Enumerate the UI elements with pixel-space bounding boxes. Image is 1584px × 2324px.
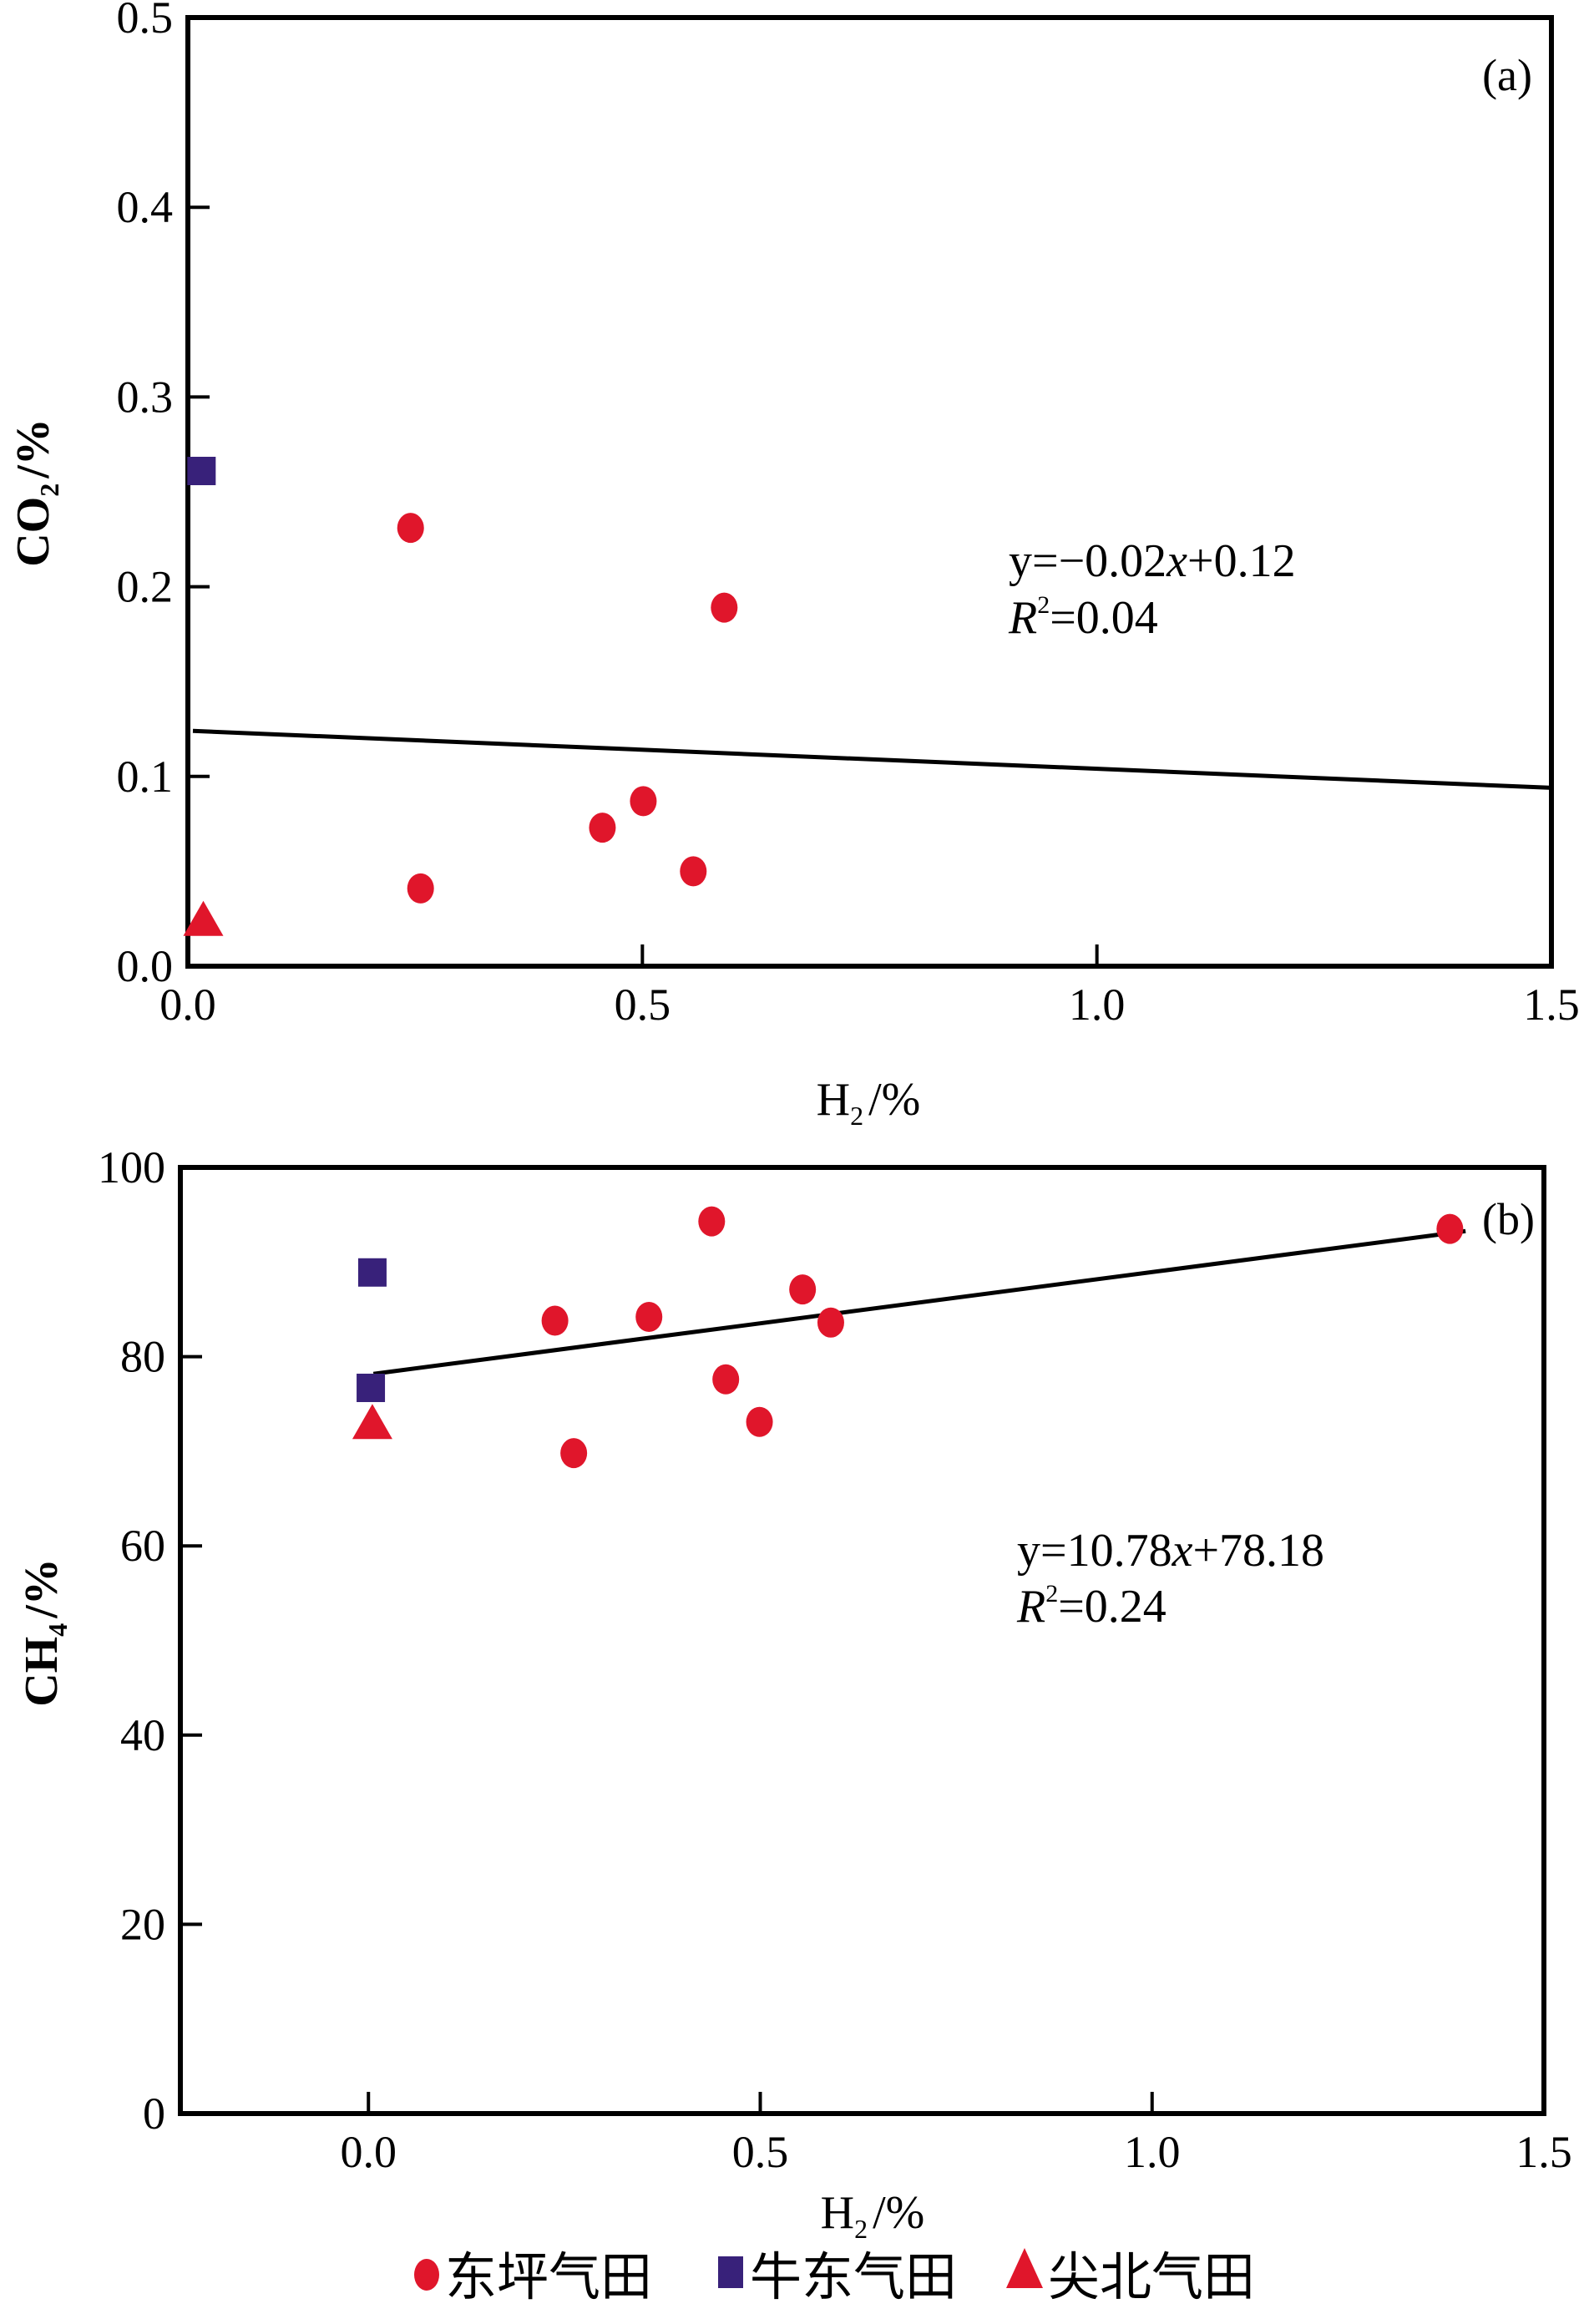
panel-b-label: (b) bbox=[1482, 1194, 1535, 1244]
legend-label: 尖北气田 bbox=[1048, 2246, 1255, 2307]
y-tick-label: 0.5 bbox=[117, 0, 174, 43]
panel-b-r2-var: R bbox=[1016, 1581, 1045, 1633]
panel-a-equation: y=−0.02x+0.12 bbox=[1009, 535, 1296, 587]
panel-a-y-ticks: 0.0 0.1 0.2 0.3 0.4 0.5 bbox=[117, 0, 210, 991]
panel-b-r2: R2=0.24 bbox=[1016, 1580, 1166, 1633]
panel-a-trendline-group bbox=[192, 728, 1552, 790]
panel-b-plot-frame bbox=[178, 1165, 1546, 2116]
panel-b-trendline-group bbox=[372, 1228, 1466, 1376]
x-tick-label: 1.0 bbox=[1124, 2127, 1181, 2177]
trendline bbox=[372, 1228, 1466, 1376]
y-tick-label: 0.3 bbox=[117, 372, 174, 422]
point-circle-东坪气田 bbox=[635, 1302, 663, 1333]
y-tick-label: 40 bbox=[120, 1710, 165, 1760]
y-tick-label: 80 bbox=[120, 1332, 165, 1382]
panel-a-x-axis-label: H2/% bbox=[817, 1074, 921, 1131]
panel-b-points bbox=[352, 1206, 1464, 1469]
panel-a-points bbox=[183, 457, 738, 936]
y-tick-label: 20 bbox=[120, 1899, 165, 1949]
point-triangle-尖北气田 bbox=[352, 1404, 392, 1440]
panel-a-ylabel-sub: 2 bbox=[34, 484, 64, 497]
x-tick-label: 0.0 bbox=[340, 2127, 397, 2177]
x-tick-label: 0.0 bbox=[159, 980, 216, 1030]
point-circle-东坪气田 bbox=[560, 1438, 588, 1469]
point-square-牛东气田 bbox=[357, 1373, 386, 1402]
legend-circle-icon bbox=[414, 2259, 439, 2291]
panel-b-equation: y=10.78x+78.18 bbox=[1017, 1525, 1324, 1577]
panel-b-eq-suffix: +78.18 bbox=[1192, 1525, 1324, 1577]
x-tick-label: 1.0 bbox=[1069, 980, 1126, 1030]
legend-item: 东坪气田 bbox=[414, 2246, 652, 2307]
point-square-牛东气田 bbox=[187, 457, 216, 486]
point-circle-东坪气田 bbox=[712, 1364, 740, 1395]
panel-b-ylabel-unit: /% bbox=[16, 1558, 68, 1619]
trendline bbox=[192, 728, 1552, 790]
panel-a-r2-var: R bbox=[1008, 592, 1037, 644]
panel-a-co2-vs-h2: 0.0 0.5 1.0 1.5 0.0 0.1 0.2 0.3 0.4 0.5 (a) y=−0… bbox=[8, 0, 1580, 1131]
panel-a-r2-val: =0.04 bbox=[1050, 592, 1158, 644]
panel-b-eq-var: x bbox=[1172, 1525, 1193, 1577]
y-tick-label: 0.1 bbox=[117, 752, 174, 802]
point-square-牛东气田 bbox=[357, 1258, 387, 1287]
panel-a-eq-prefix: y=−0.02 bbox=[1009, 535, 1166, 587]
panel-b-r2-sup: 2 bbox=[1045, 1580, 1058, 1608]
panel-b-x-ticks: 0.0 0.5 1.0 1.5 bbox=[340, 2092, 1572, 2177]
point-circle-东坪气田 bbox=[698, 1206, 726, 1237]
panel-b-r2-val: =0.24 bbox=[1058, 1581, 1166, 1633]
y-tick-label: 0 bbox=[143, 2089, 165, 2139]
panel-a-ylabel-main: CO bbox=[8, 497, 59, 567]
panel-b-xlabel-main: H bbox=[821, 2187, 854, 2239]
panel-a-xlabel-main: H bbox=[817, 1074, 850, 1126]
x-tick-label: 0.5 bbox=[732, 2127, 789, 2177]
legend-label: 牛东气田 bbox=[750, 2246, 957, 2307]
point-circle-东坪气田 bbox=[407, 873, 434, 904]
panel-b-ch4-vs-h2: 0.0 0.5 1.0 1.5 0 20 40 60 80 100 (b) y=10.78x+7… bbox=[16, 1142, 1572, 2244]
point-circle-东坪气田 bbox=[589, 813, 616, 843]
panel-b-y-ticks: 0 20 40 60 80 100 bbox=[98, 1142, 202, 2139]
legend-triangle-icon bbox=[1006, 2248, 1043, 2288]
point-circle-东坪气田 bbox=[817, 1307, 844, 1338]
panel-b-x-axis-label: H2/% bbox=[821, 2187, 925, 2244]
y-tick-label: 60 bbox=[120, 1521, 165, 1571]
point-circle-东坪气田 bbox=[711, 592, 738, 623]
panel-a-r2: R2=0.04 bbox=[1008, 591, 1158, 644]
point-circle-东坪气田 bbox=[397, 513, 424, 544]
panel-a-x-ticks: 0.0 0.5 1.0 1.5 bbox=[159, 944, 1580, 1030]
y-tick-label: 0.0 bbox=[117, 941, 174, 991]
panel-b-y-axis-label: CH4 /% bbox=[16, 1558, 73, 1707]
x-tick-label: 1.5 bbox=[1523, 980, 1580, 1030]
panel-a-plot-frame bbox=[185, 15, 1554, 969]
panel-b-ylabel-main: CH bbox=[16, 1637, 68, 1707]
panel-a-eq-var: x bbox=[1166, 535, 1187, 587]
y-tick-label: 0.2 bbox=[117, 562, 174, 612]
point-circle-东坪气田 bbox=[746, 1406, 773, 1437]
x-tick-label: 1.5 bbox=[1516, 2127, 1572, 2177]
point-circle-东坪气田 bbox=[1436, 1213, 1464, 1244]
panel-a-y-axis-label: CO2 /% bbox=[8, 418, 64, 567]
point-triangle-尖北气田 bbox=[183, 900, 224, 936]
legend-item: 尖北气田 bbox=[1006, 2246, 1255, 2307]
x-tick-label: 0.5 bbox=[615, 980, 671, 1030]
panel-b-xlabel-sub: 2 bbox=[854, 2214, 868, 2244]
panel-b-eq-prefix: y=10.78 bbox=[1017, 1525, 1172, 1577]
point-circle-东坪气田 bbox=[789, 1274, 817, 1305]
y-tick-label: 100 bbox=[98, 1142, 165, 1192]
panel-a-eq-suffix: +0.12 bbox=[1187, 535, 1296, 587]
point-circle-东坪气田 bbox=[541, 1305, 569, 1336]
panel-b-ylabel-sub: 4 bbox=[43, 1623, 73, 1637]
panel-a-ylabel-unit: /% bbox=[8, 418, 59, 479]
point-circle-东坪气田 bbox=[680, 856, 707, 887]
legend: 东坪气田 牛东气田 尖北气田 bbox=[414, 2246, 1255, 2307]
y-tick-label: 0.4 bbox=[117, 182, 174, 232]
legend-square-icon bbox=[718, 2256, 743, 2288]
panel-a-xlabel-unit: /% bbox=[868, 1074, 920, 1126]
panel-b-xlabel-unit: /% bbox=[873, 2187, 924, 2239]
legend-item: 牛东气田 bbox=[718, 2246, 957, 2307]
panel-a-xlabel-sub: 2 bbox=[850, 1101, 863, 1131]
panel-a-label: (a) bbox=[1482, 50, 1532, 100]
legend-label: 东坪气田 bbox=[445, 2246, 652, 2307]
point-circle-东坪气田 bbox=[630, 786, 657, 817]
panel-a-r2-sup: 2 bbox=[1037, 591, 1050, 619]
